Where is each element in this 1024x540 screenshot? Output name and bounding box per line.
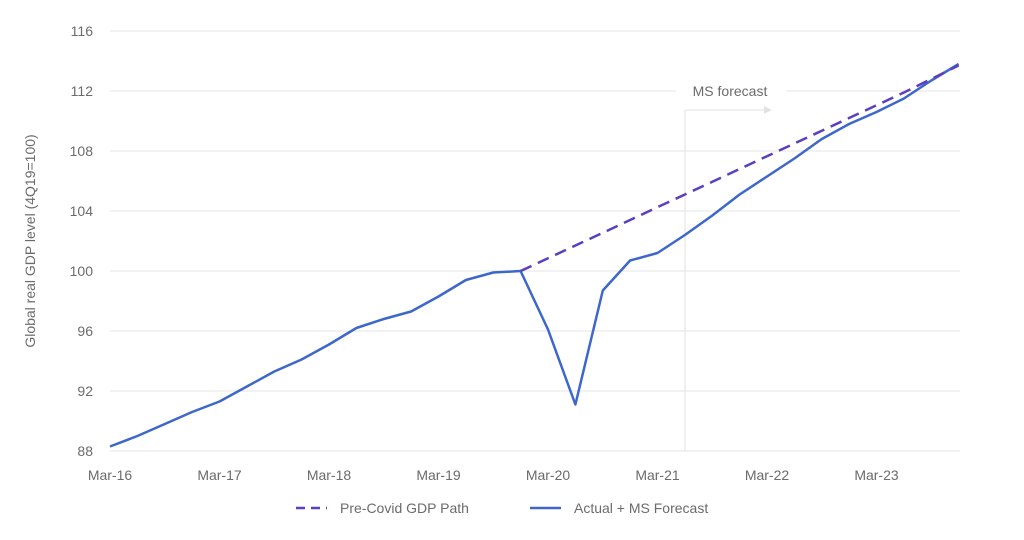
y-axis-label: Global real GDP level (4Q19=100) xyxy=(22,134,38,347)
legend-label-actual: Actual + MS Forecast xyxy=(574,500,708,516)
forecast-annotation-label: MS forecast xyxy=(693,83,768,99)
y-tick-label: 112 xyxy=(71,83,94,99)
forecast-arrow-head xyxy=(764,106,772,114)
x-tick-label: Mar-20 xyxy=(526,467,571,483)
y-axis-ticks: 88 92 96 100 104 108 112 116 xyxy=(70,23,94,459)
y-tick-label: 104 xyxy=(70,203,94,219)
x-tick-label: Mar-22 xyxy=(745,467,790,483)
x-tick-label: Mar-18 xyxy=(307,467,352,483)
series-line-pre-covid xyxy=(520,64,960,273)
y-tick-label: 116 xyxy=(71,23,94,39)
y-tick-label: 96 xyxy=(77,323,93,339)
x-axis-ticks: Mar-16 Mar-17 Mar-18 Mar-19 Mar-20 Mar-21 Mar-… xyxy=(88,467,899,483)
x-tick-label: Mar-16 xyxy=(88,467,133,483)
legend: Pre-Covid GDP Path Actual + MS Forecast xyxy=(296,500,708,516)
forecast-annotation: MS forecast xyxy=(676,78,786,451)
y-tick-label: 88 xyxy=(77,443,93,459)
y-tick-label: 108 xyxy=(70,143,94,159)
x-tick-label: Mar-23 xyxy=(854,467,899,483)
annotation-background xyxy=(676,78,786,102)
x-tick-label: Mar-17 xyxy=(197,467,242,483)
series-group xyxy=(109,62,960,448)
gridlines xyxy=(110,30,960,452)
series-line-actual xyxy=(109,62,960,448)
x-tick-label: Mar-19 xyxy=(416,467,461,483)
x-tick-label: Mar-21 xyxy=(635,467,680,483)
legend-label-pre-covid: Pre-Covid GDP Path xyxy=(340,500,469,516)
y-tick-label: 100 xyxy=(70,263,94,279)
y-tick-label: 92 xyxy=(77,383,93,399)
